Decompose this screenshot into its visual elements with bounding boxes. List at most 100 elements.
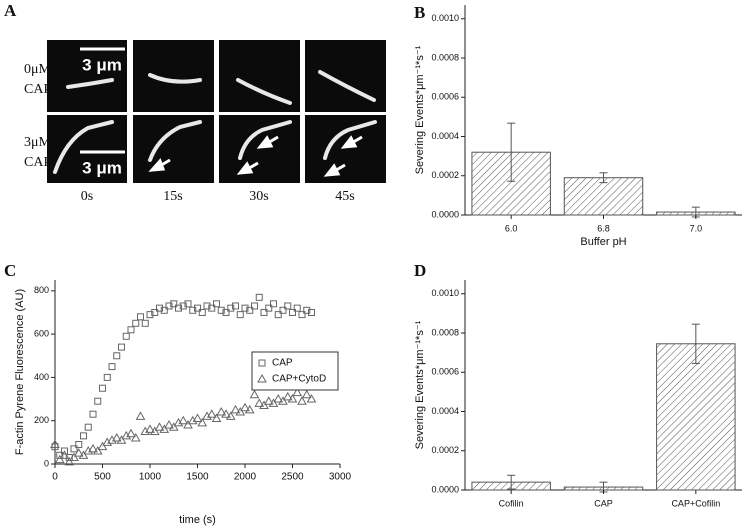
x-tick-label: Cofilin (499, 498, 524, 508)
marker (278, 396, 288, 405)
marker (64, 456, 75, 466)
marker (130, 433, 141, 442)
y-tick-label: 800 (34, 285, 49, 295)
y-tick-label: 0.0008 (431, 327, 459, 337)
marker (160, 306, 168, 314)
y-tick-label: 0.0004 (431, 131, 459, 141)
marker (225, 411, 236, 420)
marker (257, 373, 267, 383)
marker (263, 396, 274, 405)
y-tick-label: 0.0004 (431, 406, 459, 416)
marker (303, 306, 311, 314)
marker (241, 304, 249, 312)
marker (230, 404, 241, 414)
marker (89, 410, 97, 418)
marker (94, 397, 102, 405)
marker (59, 450, 70, 459)
marker (111, 433, 122, 442)
marker (254, 398, 265, 407)
x-tick-label: CAP (594, 498, 613, 508)
marker (61, 447, 68, 455)
marker (78, 450, 89, 459)
marker (217, 306, 225, 314)
marker (178, 415, 189, 425)
filaments (53, 70, 377, 174)
marker (69, 452, 79, 462)
y-tick-label: 0.0002 (431, 445, 459, 455)
marker (122, 332, 130, 340)
marker (227, 304, 235, 312)
marker (284, 302, 292, 310)
marker (159, 424, 170, 433)
row-label: 0μM (24, 62, 52, 77)
marker (287, 394, 298, 403)
x-tick-label: 6.0 (505, 223, 518, 233)
x-tick-label: 1000 (139, 472, 162, 483)
bar (563, 177, 644, 216)
legend-label: CAP+CytoD (272, 374, 326, 385)
y-axis-label: Severing Events*μm⁻¹*s⁻¹ (414, 45, 426, 174)
marker (265, 304, 273, 312)
marker (222, 308, 230, 316)
marker (170, 300, 178, 308)
marker (258, 359, 266, 367)
x-tick-label: 500 (94, 472, 111, 483)
x-tick-label: 2000 (234, 472, 257, 483)
time-label: 45s (335, 189, 354, 204)
marker (165, 302, 173, 310)
row-label: 3μM (24, 135, 52, 150)
y-tick-label: 0.0006 (431, 92, 459, 102)
marker (213, 300, 220, 308)
time-label: 30s (249, 189, 268, 204)
marker (221, 409, 231, 418)
y-tick-label: 0.0006 (431, 367, 459, 377)
marker (211, 413, 222, 423)
y-tick-label: 0.0000 (431, 209, 459, 219)
y-tick-label: 0.0000 (431, 484, 459, 494)
marker (168, 422, 179, 431)
marker (260, 308, 268, 316)
marker (126, 428, 136, 438)
marker (270, 300, 277, 308)
marker (103, 373, 111, 381)
marker (208, 304, 216, 312)
marker (282, 391, 293, 401)
panel-label: A (4, 1, 17, 20)
marker (216, 407, 227, 416)
marker (80, 432, 87, 440)
marker (116, 435, 127, 444)
marker (175, 304, 182, 312)
marker (183, 420, 193, 429)
panel-label: B (414, 3, 425, 22)
marker (279, 306, 287, 314)
y-tick-label: 600 (34, 328, 49, 338)
bar (656, 343, 736, 491)
marker (179, 302, 187, 310)
marker (137, 313, 144, 321)
x-axis-label: time (s) (179, 514, 216, 526)
marker (203, 302, 211, 310)
marker (206, 409, 217, 418)
legend-box (251, 351, 339, 391)
panel-a: A 0μM CAP 3μM CAP 3 μm 3 μm 0s 15s 30s 4… (4, 1, 386, 204)
marker (145, 424, 155, 433)
marker (127, 326, 135, 334)
y-axis-label: Severing Events*μm⁻¹*s⁻¹ (414, 320, 426, 449)
marker (259, 400, 269, 410)
marker (293, 304, 301, 312)
marker (194, 304, 201, 312)
marker (240, 402, 250, 412)
x-axis-label: Buffer pH (580, 236, 626, 248)
marker (197, 417, 208, 427)
panel-label: C (4, 261, 16, 280)
micrographs (47, 40, 386, 183)
y-tick-label: 0.0010 (431, 13, 459, 23)
marker (141, 319, 149, 327)
y-tick-label: 0.0002 (431, 170, 459, 180)
marker (251, 302, 258, 310)
arrows (148, 135, 363, 177)
marker (146, 311, 154, 319)
x-tick-label: CAP+Cofilin (671, 498, 720, 508)
marker (118, 343, 125, 351)
marker (99, 384, 106, 392)
